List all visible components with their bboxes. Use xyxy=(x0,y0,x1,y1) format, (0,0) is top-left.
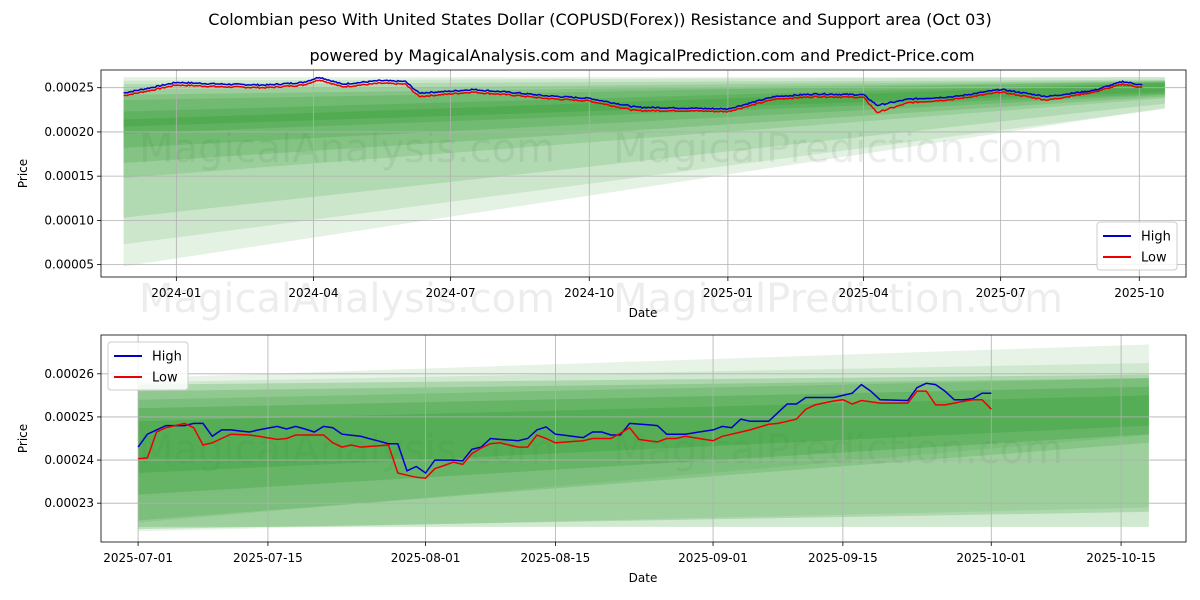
x-axis: 2025-07-01 2025-07-15 2025-08-01 2025-08-15… xyxy=(103,542,1156,565)
x-tick-label: 2024-04 xyxy=(288,286,338,300)
x-tick-label: 2025-01 xyxy=(703,286,753,300)
y-tick-label: 0.00010 xyxy=(44,213,94,227)
x-axis-label: Date xyxy=(629,571,658,585)
band-2 xyxy=(138,374,1149,527)
series-line-low xyxy=(138,390,992,479)
band-4 xyxy=(123,81,1165,163)
x-tick-label: 2024-10 xyxy=(564,286,614,300)
band-1 xyxy=(138,363,1149,532)
y-tick-label: 0.00025 xyxy=(44,81,94,95)
chart-title: Colombian peso With United States Dollar… xyxy=(208,10,992,29)
plot-frame xyxy=(100,334,1187,543)
y-tick-label: 0.00023 xyxy=(44,496,94,510)
chart-panel-bottom: MagicalAnalysis.com MagicalPrediction.com… xyxy=(16,276,1187,585)
band-3 xyxy=(138,378,1149,530)
band-3 xyxy=(123,80,1165,178)
watermark-text: MagicalAnalysis.com xyxy=(139,276,555,322)
series xyxy=(123,76,1143,114)
x-tick-label: 2025-04 xyxy=(838,286,888,300)
watermark: MagicalAnalysis.com MagicalPrediction.com… xyxy=(139,276,1063,473)
support-resistance-bands xyxy=(138,344,1149,532)
series-line-high xyxy=(123,76,1143,111)
y-axis: 0.00005 0.00010 0.00015 0.00020 0.00025 xyxy=(44,81,101,272)
x-axis: 2024-01 2024-04 2024-07 2024-10 2025-01 2025-… xyxy=(151,277,1164,300)
legend-label-low: Low xyxy=(152,371,178,386)
band-2 xyxy=(123,79,1165,218)
legend-label-high: High xyxy=(1141,230,1171,245)
watermark: MagicalAnalysis.com MagicalPrediction.com xyxy=(139,126,1063,172)
x-tick-label: 2025-10 xyxy=(1114,286,1164,300)
x-tick-label: 2025-10-01 xyxy=(956,551,1026,565)
y-tick-label: 0.00026 xyxy=(44,367,94,381)
x-axis-label: Date xyxy=(629,306,658,320)
watermark-text: MagicalAnalysis.com xyxy=(139,126,555,172)
legend-label-high: High xyxy=(152,350,182,365)
band-0 xyxy=(138,344,1149,523)
x-tick-label: 2025-08-01 xyxy=(391,551,461,565)
band-7 xyxy=(123,83,1165,127)
series-line-high xyxy=(137,382,992,475)
chart-subtitle: powered by MagicalAnalysis.com and Magic… xyxy=(309,46,975,65)
legend-label-low: Low xyxy=(1141,251,1167,266)
chart-panel-top: MagicalAnalysis.com MagicalPrediction.com… xyxy=(16,69,1187,320)
y-tick-label: 0.00024 xyxy=(44,453,94,467)
watermark-text: MagicalPrediction.com xyxy=(613,126,1063,172)
y-axis-label: Price xyxy=(16,424,30,453)
watermark-text: MagicalPrediction.com xyxy=(613,427,1063,473)
series xyxy=(137,382,992,479)
watermark-text: MagicalPrediction.com xyxy=(613,276,1063,322)
x-tick-label: 2025-07-15 xyxy=(233,551,303,565)
band-5 xyxy=(123,81,1165,148)
x-tick-label: 2025-07-01 xyxy=(103,551,173,565)
band-0 xyxy=(123,77,1165,267)
legend: High Low xyxy=(1096,221,1178,271)
legend: High Low xyxy=(107,341,189,391)
y-axis-label: Price xyxy=(16,159,30,188)
y-axis: 0.00023 0.00024 0.00025 0.00026 xyxy=(44,367,101,510)
y-tick-label: 0.00005 xyxy=(44,258,94,272)
band-4 xyxy=(138,378,1149,521)
grid xyxy=(101,335,1186,542)
x-tick-label: 2025-09-01 xyxy=(678,551,748,565)
plot-frame xyxy=(100,69,1187,278)
x-tick-label: 2024-01 xyxy=(151,286,201,300)
y-tick-label: 0.00025 xyxy=(44,410,94,424)
band-1 xyxy=(123,77,1165,245)
series-line-low xyxy=(123,79,1143,114)
x-tick-label: 2025-08-15 xyxy=(521,551,591,565)
y-tick-label: 0.00015 xyxy=(44,169,94,183)
x-tick-label: 2024-07 xyxy=(426,286,476,300)
y-tick-label: 0.00020 xyxy=(44,125,94,139)
x-tick-label: 2025-07 xyxy=(976,286,1026,300)
x-tick-label: 2025-10-15 xyxy=(1086,551,1156,565)
x-tick-label: 2025-09-15 xyxy=(808,551,878,565)
grid xyxy=(101,70,1186,277)
